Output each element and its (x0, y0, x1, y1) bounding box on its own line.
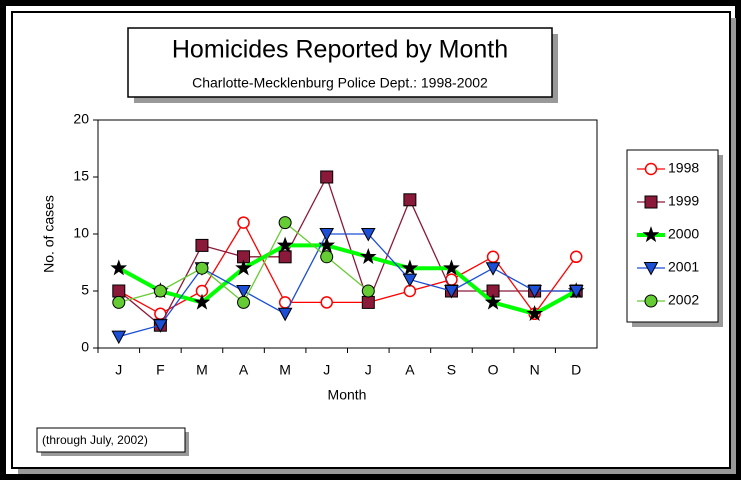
data-point (359, 247, 377, 264)
data-point (237, 216, 250, 229)
x-tick-label: J (365, 362, 372, 378)
series-line (118, 233, 577, 338)
data-point (403, 193, 417, 207)
series-line (118, 221, 577, 315)
x-tick-label: F (156, 362, 165, 378)
series-line (118, 175, 577, 327)
y-axis-label: No. of cases (41, 195, 57, 273)
y-tick-label: 20 (73, 111, 89, 127)
data-point (569, 250, 583, 264)
data-point (237, 295, 251, 309)
data-point (110, 259, 128, 276)
chart-subtitle: Charlotte-Mecklenburg Police Dept.: 1998… (192, 75, 488, 91)
data-point (276, 236, 294, 253)
x-tick-label: O (488, 362, 499, 378)
x-tick-label: D (571, 362, 581, 378)
data-point (235, 259, 252, 276)
data-point (485, 262, 501, 276)
x-tick-label: A (405, 362, 415, 378)
data-point (236, 285, 251, 299)
data-point (195, 261, 209, 275)
data-point (320, 170, 334, 184)
x-tick-label: M (279, 362, 291, 378)
data-point (402, 273, 418, 288)
data-point (112, 284, 126, 298)
data-point (443, 259, 460, 276)
x-tick-label: S (447, 362, 456, 378)
data-point (195, 238, 209, 252)
data-point (193, 293, 211, 310)
data-point (568, 285, 584, 299)
x-tick-label: J (323, 362, 330, 378)
title-box (127, 27, 553, 98)
legend-label: 2002 (668, 292, 699, 308)
data-point (111, 330, 127, 345)
x-axis-label: Month (328, 387, 367, 403)
data-point (361, 284, 375, 298)
data-point (278, 216, 292, 230)
data-point (320, 296, 333, 309)
data-point (320, 250, 334, 264)
legend-label: 1999 (668, 193, 699, 209)
data-point (361, 295, 375, 309)
note: (through July, 2002) (42, 433, 148, 447)
legend-marker (643, 262, 659, 276)
legend-label: 2000 (668, 226, 699, 242)
data-point (153, 319, 168, 333)
x-tick-label: A (239, 362, 249, 378)
data-point (401, 259, 419, 276)
data-point (360, 228, 376, 242)
y-tick-label: 0 (81, 339, 89, 355)
data-point (112, 295, 126, 309)
legend-marker (644, 195, 658, 209)
legend-label: 2001 (668, 259, 699, 275)
data-point (403, 284, 417, 298)
data-point (527, 285, 542, 299)
x-tick-label: J (115, 362, 122, 378)
data-point (484, 293, 502, 310)
data-point (153, 284, 167, 298)
data-point (444, 285, 459, 299)
legend-marker (642, 226, 660, 243)
note-box (36, 427, 186, 453)
legend-label: 1998 (668, 160, 699, 176)
x-tick-label: M (196, 362, 208, 378)
chart-title: Homicides Reported by Month (172, 36, 508, 64)
y-tick-label: 5 (81, 282, 89, 298)
data-point (278, 250, 292, 264)
y-tick-label: 15 (73, 168, 89, 184)
legend-marker (644, 294, 658, 308)
legend-marker (644, 162, 658, 176)
x-tick-label: N (530, 362, 540, 378)
data-point (526, 304, 544, 322)
y-tick-label: 10 (73, 225, 89, 241)
data-point (277, 307, 293, 322)
data-point (486, 250, 500, 264)
data-point (319, 228, 335, 242)
